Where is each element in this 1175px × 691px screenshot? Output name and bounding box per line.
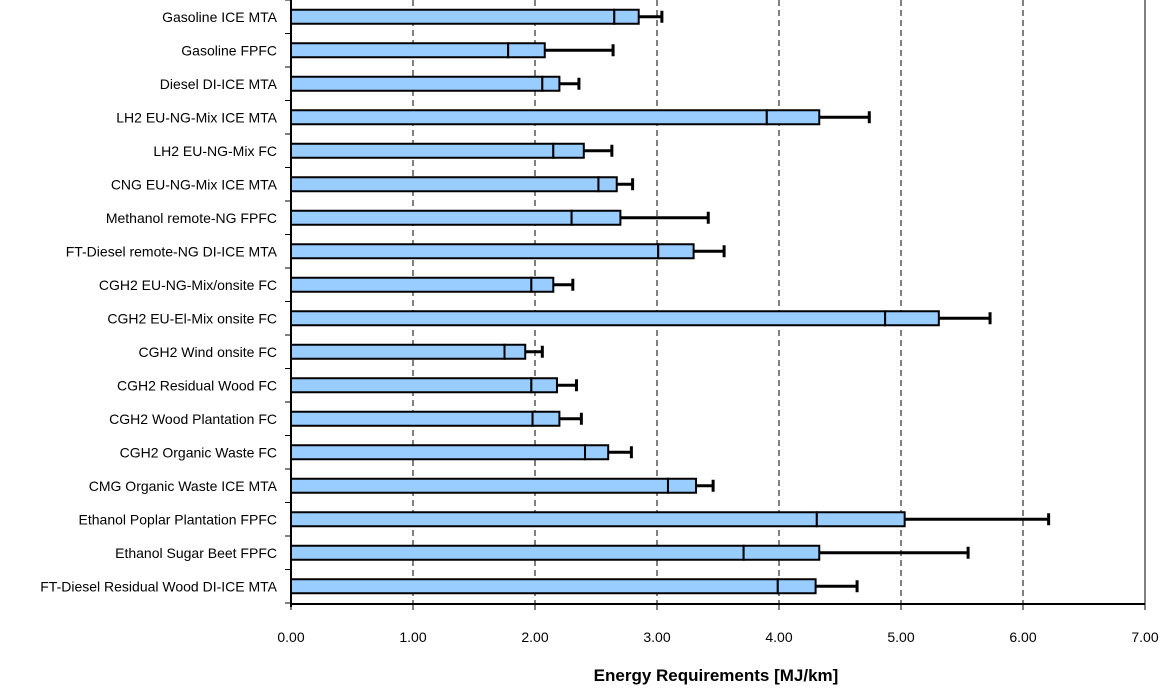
bar bbox=[290, 578, 779, 595]
bar bbox=[290, 310, 887, 327]
range-box bbox=[666, 477, 698, 494]
bar bbox=[290, 377, 533, 394]
range-box bbox=[541, 75, 561, 92]
range-box bbox=[530, 276, 555, 293]
range-box bbox=[742, 544, 821, 561]
bar bbox=[290, 243, 660, 260]
bar bbox=[290, 410, 534, 427]
x-tick-label: 4.00 bbox=[765, 629, 792, 645]
range-box bbox=[597, 176, 618, 193]
x-tick-label: 3.00 bbox=[643, 629, 670, 645]
bar bbox=[290, 477, 669, 494]
bar bbox=[290, 343, 506, 360]
category-label: CGH2 Residual Wood FC bbox=[117, 377, 277, 393]
category-label: CGH2 Organic Waste FC bbox=[120, 444, 277, 460]
category-label: Methanol remote-NG FPFC bbox=[106, 210, 277, 226]
range-box bbox=[657, 243, 695, 260]
category-label: CGH2 Wind onsite FC bbox=[139, 344, 277, 360]
range-box bbox=[531, 410, 561, 427]
bar bbox=[290, 42, 510, 59]
bar bbox=[290, 444, 587, 461]
bars bbox=[285, 0, 1051, 607]
range-box bbox=[765, 109, 821, 126]
range-box bbox=[613, 8, 640, 25]
bar bbox=[290, 544, 745, 561]
bar bbox=[290, 176, 600, 193]
x-axis-title: Energy Requirements [MJ/km] bbox=[594, 666, 839, 685]
category-label: FT-Diesel remote-NG DI-ICE MTA bbox=[66, 243, 278, 259]
range-box bbox=[584, 444, 610, 461]
x-tick-label: 2.00 bbox=[521, 629, 548, 645]
x-tick-label: 6.00 bbox=[1009, 629, 1036, 645]
range-box bbox=[815, 511, 906, 528]
category-label: CNG EU-NG-Mix ICE MTA bbox=[111, 176, 278, 192]
category-label: CMG Organic Waste ICE MTA bbox=[89, 478, 278, 494]
range-box bbox=[570, 209, 622, 226]
range-box bbox=[884, 310, 940, 327]
category-label: CGH2 Wood Plantation FC bbox=[109, 411, 277, 427]
range-box bbox=[776, 578, 817, 595]
category-label: FT-Diesel Residual Wood DI-ICE MTA bbox=[40, 578, 277, 594]
category-label: LH2 EU-NG-Mix FC bbox=[153, 143, 277, 159]
bar bbox=[290, 8, 616, 25]
gridlines bbox=[412, 0, 1146, 603]
bar bbox=[290, 109, 768, 126]
x-tick-label: 5.00 bbox=[887, 629, 914, 645]
bar bbox=[290, 75, 544, 92]
x-tick-label: 0.00 bbox=[277, 629, 304, 645]
range-box bbox=[507, 42, 546, 59]
category-label: CGH2 EU-NG-Mix/onsite FC bbox=[99, 277, 277, 293]
category-label: Gasoline ICE MTA bbox=[162, 9, 278, 25]
category-labels: Gasoline ICE MTA Gasoline FPFC Diesel DI-I… bbox=[40, 9, 277, 595]
category-label: Ethanol Sugar Beet FPFC bbox=[115, 545, 277, 561]
category-label: LH2 EU-NG-Mix ICE MTA bbox=[116, 109, 277, 125]
category-label: Diesel DI-ICE MTA bbox=[160, 76, 278, 92]
range-box bbox=[503, 343, 527, 360]
range-box bbox=[530, 377, 558, 394]
bar bbox=[290, 511, 818, 528]
category-label: Ethanol Poplar Plantation FPFC bbox=[79, 511, 277, 527]
category-label: Gasoline FPFC bbox=[181, 42, 277, 58]
x-axis: 0.00 1.00 2.00 3.00 4.00 5.00 6.00 7.00 bbox=[277, 603, 1159, 645]
category-label: CGH2 EU-El-Mix onsite FC bbox=[107, 310, 277, 326]
x-tick-label: 1.00 bbox=[399, 629, 426, 645]
bar bbox=[290, 209, 573, 226]
bar bbox=[290, 142, 555, 159]
x-tick-label: 7.00 bbox=[1131, 629, 1158, 645]
bar bbox=[290, 276, 533, 293]
range-box bbox=[552, 142, 585, 159]
